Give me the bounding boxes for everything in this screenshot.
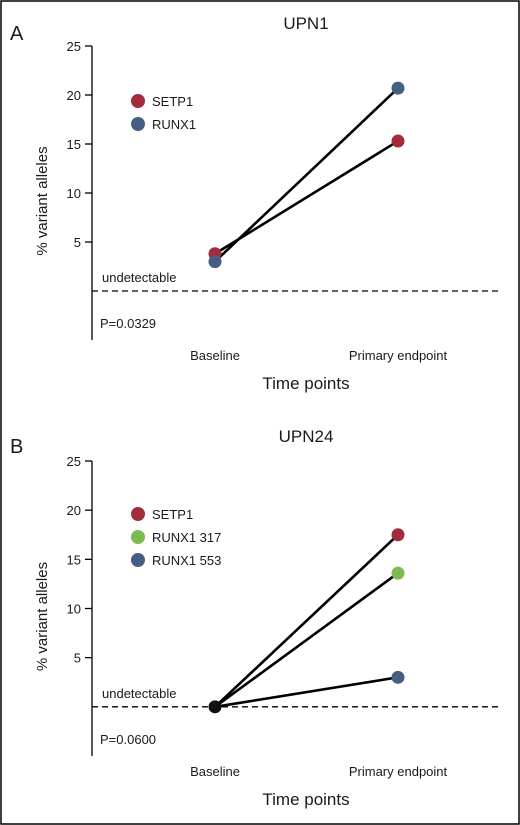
legend-label: RUNX1 317 <box>152 530 221 545</box>
data-point <box>208 255 222 269</box>
y-tick-label: 10 <box>67 186 81 201</box>
legend-marker <box>131 530 145 544</box>
legend-label: RUNX1 553 <box>152 553 221 568</box>
panel-letter: B <box>10 436 23 458</box>
legend-label: RUNX1 <box>152 117 196 132</box>
data-point <box>391 566 405 580</box>
y-tick-label: 5 <box>74 651 81 666</box>
y-tick-label: 10 <box>67 602 81 617</box>
data-point <box>208 700 222 714</box>
y-tick-label: 25 <box>67 454 81 469</box>
x-category-label: Baseline <box>190 348 240 363</box>
y-tick-label: 25 <box>67 39 81 54</box>
data-point <box>391 134 405 148</box>
series-line <box>214 533 399 708</box>
y-tick-label: 15 <box>67 137 81 152</box>
threshold-label: undetectable <box>102 686 176 701</box>
data-point <box>391 670 405 684</box>
y-tick-label: 20 <box>67 503 81 518</box>
legend-label: SETP1 <box>152 507 193 522</box>
x-axis-title: Time points <box>262 790 349 809</box>
y-tick-label: 15 <box>67 552 81 567</box>
series-line <box>214 87 399 263</box>
legend-marker <box>131 507 145 521</box>
p-value-label: P=0.0600 <box>100 732 156 747</box>
y-axis-title: % variant alleles <box>34 146 51 255</box>
legend-marker <box>131 94 145 108</box>
y-axis-title: % variant alleles <box>34 562 51 671</box>
panel-title: UPN24 <box>279 427 334 446</box>
series-line <box>214 139 399 255</box>
panel-letter: A <box>10 23 24 45</box>
threshold-label: undetectable <box>102 270 176 285</box>
p-value-label: P=0.0329 <box>100 316 156 331</box>
panel-title: UPN1 <box>283 14 328 33</box>
legend-marker <box>131 117 145 131</box>
series-line <box>214 676 399 709</box>
x-category-label: Primary endpoint <box>349 348 448 363</box>
legend-marker <box>131 553 145 567</box>
x-axis-title: Time points <box>262 374 349 393</box>
x-category-label: Baseline <box>190 764 240 779</box>
y-tick-label: 5 <box>74 235 81 250</box>
y-tick-label: 20 <box>67 88 81 103</box>
data-point <box>391 528 405 542</box>
panel-b: B UPN24 5 10 15 20 25 % variant alleles undetect… <box>10 427 500 809</box>
legend-label: SETP1 <box>152 94 193 109</box>
data-point <box>391 81 405 95</box>
series-line <box>214 572 399 708</box>
panel-a: A UPN1 5 10 15 20 25 % variant alleles undetecta… <box>10 14 500 393</box>
x-category-label: Primary endpoint <box>349 764 448 779</box>
